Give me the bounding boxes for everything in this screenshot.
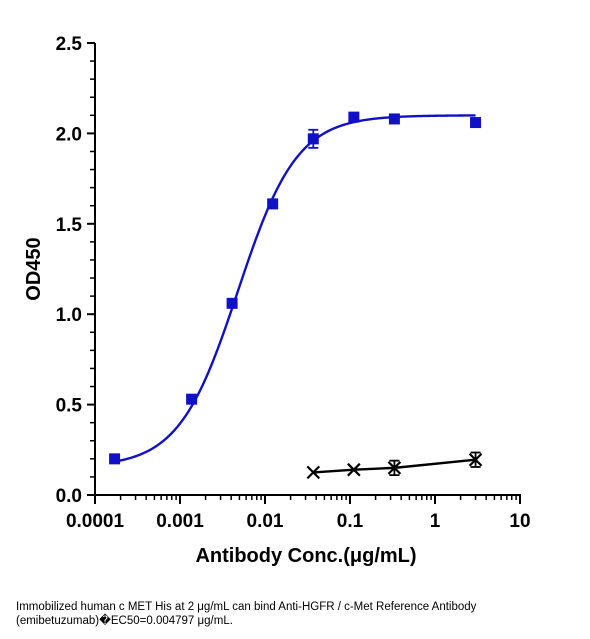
- data-point-square: [348, 111, 360, 123]
- data-point-square: [186, 393, 198, 405]
- x-axis-label: Antibody Conc.(μg/mL): [195, 545, 416, 567]
- figure-caption: Immobilized human c MET His at 2 μg/mL c…: [16, 601, 477, 627]
- fit-curve-1: [114, 114, 476, 463]
- data-point-square: [267, 198, 279, 210]
- data-point-x: [387, 461, 402, 475]
- x-tick-label: 1: [430, 511, 441, 532]
- x-marker-stroke: [347, 462, 361, 477]
- x-tick-label: 0.01: [247, 511, 284, 532]
- data-point-x: [306, 465, 321, 480]
- x-tick-label: 10: [509, 511, 530, 532]
- data-point-x: [347, 462, 361, 477]
- fit-curves: [114, 114, 476, 474]
- y-tick-label: 1.0: [56, 305, 82, 326]
- data-point-x: [468, 452, 483, 467]
- dose-response-chart: 0.00.51.01.52.02.50.0001 0.001 0.01 0.1 1 10 …: [23, 34, 531, 567]
- x-tick-label: 0.0001: [66, 511, 125, 532]
- x-tick-label: 0.1: [337, 511, 364, 532]
- axes: 0.0 0.5 1.0 1.5 2.0 2.5 0.0001 0.001 0.01 0.1 1 10: [56, 34, 531, 532]
- x-marker-stroke: [468, 452, 483, 467]
- data-points: [109, 111, 483, 480]
- data-point-square: [307, 133, 319, 145]
- y-tick-label: 2.0: [56, 124, 82, 145]
- x-marker-stroke: [306, 465, 321, 480]
- fit-curve-2: [313, 458, 476, 474]
- y-tick-label: 0.5: [56, 396, 83, 417]
- x-marker-stroke: [387, 461, 402, 475]
- data-point-square: [109, 453, 121, 465]
- y-tick-label: 0.0: [56, 486, 82, 507]
- data-point-square: [470, 117, 482, 129]
- x-tick-label: 0.001: [156, 511, 204, 532]
- data-point-square: [388, 113, 400, 125]
- y-axis-label: OD450: [23, 237, 45, 300]
- y-tick-label: 1.5: [56, 215, 83, 236]
- data-point-square: [226, 297, 238, 309]
- y-tick-label: 2.5: [56, 34, 83, 55]
